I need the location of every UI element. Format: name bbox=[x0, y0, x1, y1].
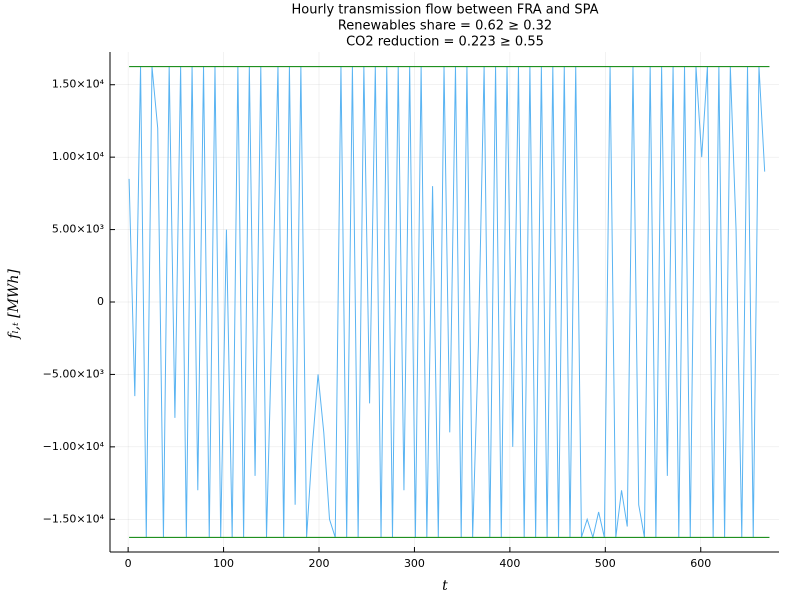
y-tick-label: 5.00×10³ bbox=[52, 223, 104, 236]
x-tick-label: 100 bbox=[213, 557, 234, 570]
chart-title: Hourly transmission flow between FRA and… bbox=[292, 3, 599, 18]
series-line bbox=[128, 66, 766, 540]
chart-subtitle: CO2 reduction = 0.223 ≥ 0.55 bbox=[346, 35, 544, 50]
y-tick-label: 1.00×10⁴ bbox=[52, 150, 105, 163]
y-tick-label: 1.50×10⁴ bbox=[52, 78, 105, 91]
y-tick-label: −5.00×10³ bbox=[43, 367, 104, 380]
x-tick-label: 300 bbox=[404, 557, 425, 570]
y-tick-label: 0 bbox=[97, 295, 104, 308]
x-tick-label: 500 bbox=[595, 557, 616, 570]
x-tick-label: 0 bbox=[125, 557, 132, 570]
x-axis-label: t bbox=[442, 578, 448, 594]
x-tick-label: 200 bbox=[309, 557, 330, 570]
y-tick-label: −1.50×10⁴ bbox=[43, 512, 105, 525]
y-tick-label: −1.00×10⁴ bbox=[43, 440, 105, 453]
y-axis-label: fₗ,ₜ [MWh] bbox=[6, 269, 22, 340]
x-tick-label: 400 bbox=[499, 557, 520, 570]
x-tick-label: 600 bbox=[690, 557, 711, 570]
chart-subtitle: Renewables share = 0.62 ≥ 0.32 bbox=[338, 19, 552, 34]
